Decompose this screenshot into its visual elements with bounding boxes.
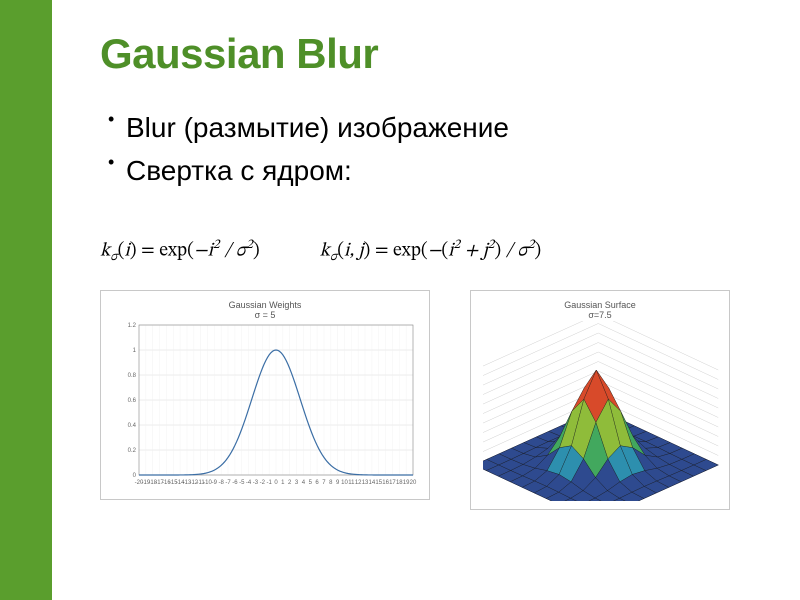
svg-text:-7: -7	[225, 480, 231, 486]
chart-3d-svg: 0.00.10.20.30.40.50.60.70.80.91.0	[483, 321, 719, 501]
svg-text:-1: -1	[266, 480, 272, 486]
bullet-list: Blur (размытие) изображение Свертка с яд…	[100, 106, 770, 193]
slide-content: Gaussian Blur Blur (размытие) изображени…	[100, 30, 770, 193]
svg-text:1: 1	[133, 348, 137, 354]
bullet-item: Blur (размытие) изображение	[108, 106, 770, 149]
svg-text:2: 2	[288, 480, 292, 486]
formula-2d: kσ(i, j) = exp(−(i2 + j2) / σ2)	[320, 238, 542, 266]
svg-text:8: 8	[329, 480, 333, 486]
formula-1d: kσ(i) = exp(−i2 / σ2)	[100, 238, 260, 266]
svg-text:0: 0	[133, 473, 137, 479]
svg-text:1.2: 1.2	[128, 323, 137, 329]
svg-text:0.6: 0.6	[128, 398, 137, 404]
chart-3d-title: Gaussian Surface σ=7.5	[483, 301, 717, 321]
svg-text:-2: -2	[260, 480, 266, 486]
svg-text:4: 4	[302, 480, 306, 486]
svg-text:-5: -5	[239, 480, 245, 486]
svg-text:-3: -3	[253, 480, 259, 486]
bullet-item: Свертка с ядром:	[108, 149, 770, 192]
svg-text:3: 3	[295, 480, 299, 486]
svg-text:0: 0	[274, 480, 278, 486]
chart-3d-title-sub: σ=7.5	[483, 311, 717, 321]
svg-text:-9: -9	[212, 480, 218, 486]
svg-text:6: 6	[315, 480, 319, 486]
slide-title: Gaussian Blur	[100, 30, 770, 78]
svg-text:0.8: 0.8	[128, 373, 137, 379]
chart-1d-panel: Gaussian Weights σ = 5 0 0.2 0.4 0.6 0.8 1 1.2…	[100, 290, 430, 500]
svg-text:-8: -8	[219, 480, 225, 486]
chart-1d-title: Gaussian Weights σ = 5	[113, 301, 417, 321]
svg-text:7: 7	[322, 480, 326, 486]
chart-1d-svg: 00.20.40.60.811.2-20-19-18-17-16-15-14-1…	[113, 321, 419, 491]
svg-text:5: 5	[309, 480, 313, 486]
svg-text:20: 20	[410, 480, 417, 486]
svg-text:-6: -6	[232, 480, 238, 486]
chart-1d-title-sub: σ = 5	[113, 311, 417, 321]
svg-text:-4: -4	[246, 480, 252, 486]
charts-row: Gaussian Weights σ = 5 0 0.2 0.4 0.6 0.8 1 1.2…	[100, 290, 760, 510]
svg-text:9: 9	[336, 480, 340, 486]
svg-text:0.2: 0.2	[128, 448, 137, 454]
slide-accent-band	[0, 0, 52, 600]
svg-text:0.4: 0.4	[128, 423, 137, 429]
svg-text:1: 1	[281, 480, 285, 486]
chart-3d-panel: Gaussian Surface σ=7.5 0.00.10.20.30.40.…	[470, 290, 730, 510]
formulas-row: kσ(i) = exp(−i2 / σ2) kσ(i, j) = exp(−(i…	[100, 238, 760, 266]
